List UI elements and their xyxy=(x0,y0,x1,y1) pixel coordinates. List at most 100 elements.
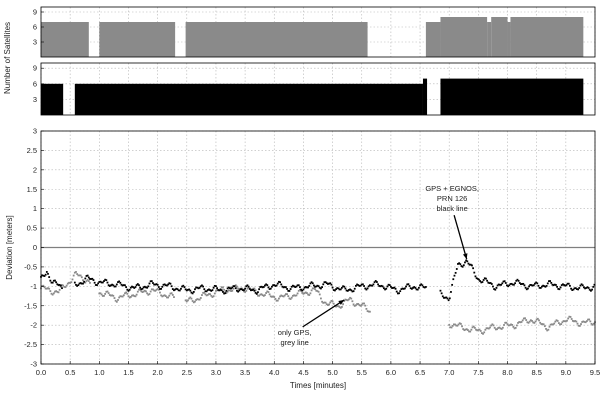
grey-series-point xyxy=(311,287,314,290)
black-series-point xyxy=(360,283,363,286)
black-series-point xyxy=(538,286,541,289)
grey-series-point xyxy=(475,328,477,331)
bottom-xtick-label: 9.5 xyxy=(590,368,600,377)
black-series-point xyxy=(267,286,270,289)
black-series-point xyxy=(272,284,274,287)
black-series-point xyxy=(453,274,456,277)
grey-series-point xyxy=(268,293,271,296)
grey-series-point xyxy=(506,323,509,326)
black-series-point xyxy=(314,285,316,288)
middle-bar-segment xyxy=(422,78,428,115)
grey-series-point xyxy=(278,297,280,300)
grey-series-point xyxy=(580,323,582,325)
black-series-point xyxy=(278,280,280,283)
grey-series-point xyxy=(567,317,570,320)
grey-series-point xyxy=(105,290,108,293)
grey-series-point xyxy=(517,322,519,324)
grey-series-point xyxy=(485,327,488,330)
black-series-point xyxy=(356,283,358,286)
grey-series-point xyxy=(510,323,512,326)
grey-series-point xyxy=(258,294,261,297)
black-series-point xyxy=(136,283,139,285)
grey-series-point xyxy=(557,322,560,324)
grey-series-point xyxy=(449,326,452,329)
black-series-point xyxy=(99,280,102,283)
grey-series-point xyxy=(54,290,56,293)
grey-series-point xyxy=(589,320,592,323)
black-series-point xyxy=(160,287,163,290)
grey-series-point xyxy=(503,324,505,326)
black-series-point xyxy=(104,278,107,281)
panel-middle: 3 6 9 xyxy=(33,62,596,116)
grey-series-point xyxy=(457,323,460,326)
grey-series-point xyxy=(61,284,63,286)
black-series-point xyxy=(183,286,186,289)
black-series-point xyxy=(281,285,284,288)
annotation-0-line-0: GPS + EGNOS, xyxy=(425,184,479,193)
black-series-point xyxy=(293,285,295,288)
black-series-point xyxy=(174,288,177,291)
black-series-point xyxy=(185,289,188,292)
black-series-point xyxy=(175,287,178,290)
black-series-point xyxy=(44,273,47,276)
black-series-point xyxy=(240,288,243,291)
black-series-point xyxy=(487,281,490,284)
black-series-point xyxy=(506,284,508,287)
grey-series-point xyxy=(157,288,160,291)
grey-series-point xyxy=(154,289,157,292)
grey-series-point xyxy=(535,318,538,321)
black-series-point xyxy=(266,284,269,287)
black-series-point xyxy=(343,285,346,288)
black-series-point xyxy=(148,282,151,285)
black-series-point xyxy=(331,286,334,289)
black-series-point xyxy=(271,285,273,288)
black-series-point xyxy=(282,286,285,289)
grey-series-point xyxy=(199,297,202,299)
black-series-point xyxy=(450,291,452,293)
black-series-point xyxy=(494,288,497,291)
black-series-point xyxy=(223,292,226,295)
black-series-point xyxy=(177,289,180,292)
black-series-point xyxy=(415,288,418,291)
grey-series-point xyxy=(559,323,561,326)
black-series-point xyxy=(280,283,283,286)
black-series-point xyxy=(359,284,362,287)
black-series-point xyxy=(54,279,56,282)
grey-series-point xyxy=(47,287,49,290)
grey-series-point xyxy=(529,319,532,322)
black-series-point xyxy=(370,284,372,287)
grey-series-point xyxy=(254,289,257,292)
black-series-point xyxy=(521,283,524,285)
black-series-point xyxy=(471,264,473,267)
black-series-point xyxy=(162,283,165,286)
black-series-point xyxy=(348,289,350,291)
black-series-point xyxy=(545,285,548,287)
black-series-point xyxy=(76,285,79,287)
black-series-point xyxy=(476,277,479,280)
black-series-point xyxy=(420,283,423,286)
bottom-xtick-label: 8.5 xyxy=(531,368,541,377)
black-series-point xyxy=(414,287,417,289)
grey-series-point xyxy=(132,294,135,297)
bottom-xtick-label: 3.5 xyxy=(240,368,250,377)
black-series-point xyxy=(78,282,81,285)
grey-series-point xyxy=(44,287,47,290)
annotation-0-arrowhead xyxy=(462,253,468,260)
black-series-point xyxy=(303,286,306,289)
black-series-point xyxy=(327,283,329,285)
black-series-point xyxy=(500,283,503,286)
grey-series-point xyxy=(77,274,80,277)
black-series-point xyxy=(211,289,214,291)
black-series-point xyxy=(345,289,348,292)
grey-series-point xyxy=(342,303,344,305)
black-series-point xyxy=(155,283,158,286)
grey-series-point xyxy=(260,293,263,296)
grey-series-point xyxy=(287,295,290,298)
top-ytick-label: 9 xyxy=(33,8,37,17)
grey-series-point xyxy=(314,288,316,291)
grey-series-point xyxy=(155,288,158,291)
black-series-point xyxy=(483,277,486,280)
grey-series-point xyxy=(136,290,139,293)
black-series-point xyxy=(107,284,110,287)
grey-series-point xyxy=(501,326,504,329)
